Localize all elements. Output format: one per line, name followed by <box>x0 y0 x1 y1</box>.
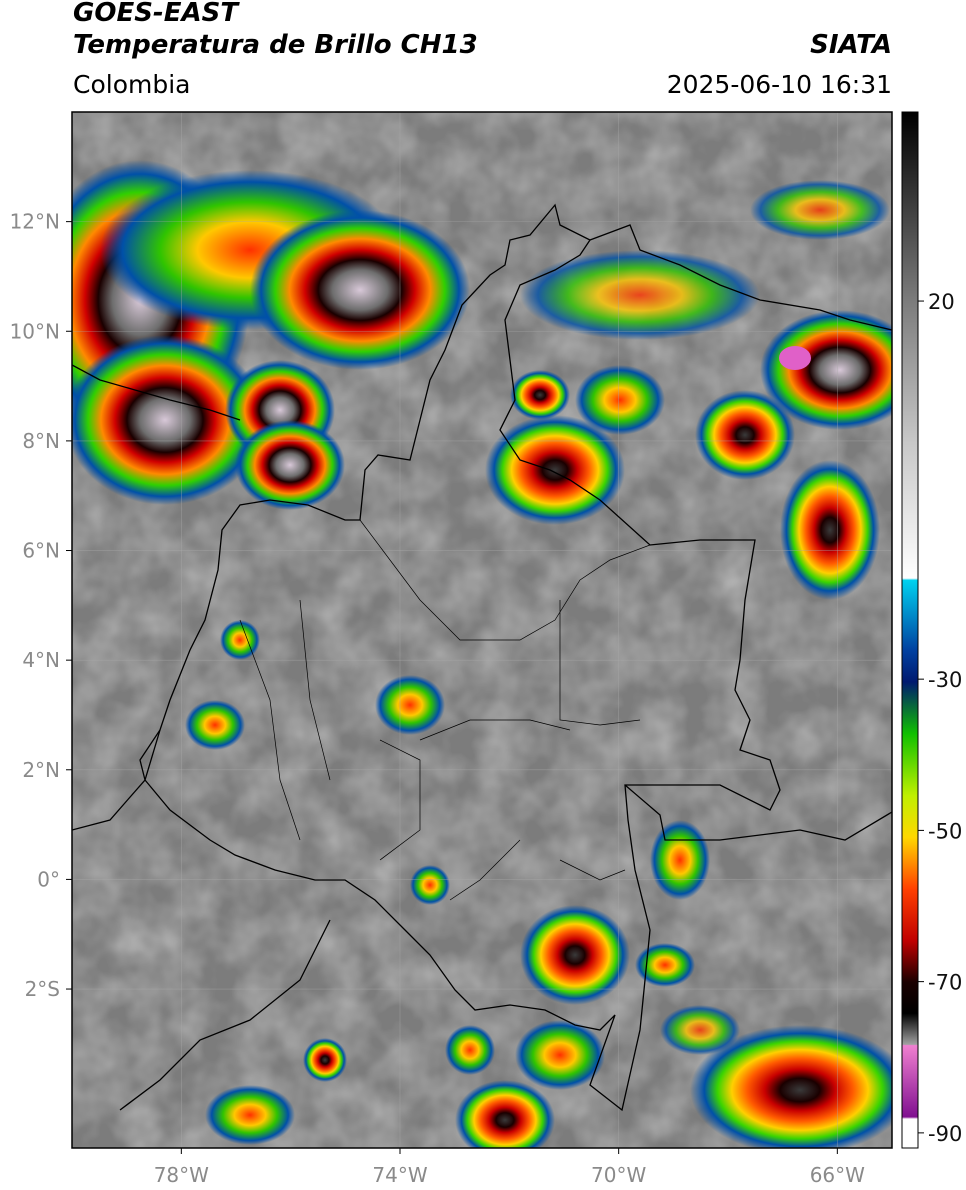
brazil-border <box>624 784 892 841</box>
lat-tick-label: 10°N <box>10 319 60 343</box>
cloud-cell <box>220 620 260 660</box>
ecuador-peru-border <box>119 919 331 1111</box>
lat-tick-label: 8°N <box>22 429 60 453</box>
cloud-cell <box>780 460 880 600</box>
coldest-top <box>779 346 811 370</box>
region-label: Colombia <box>73 70 191 99</box>
imagery-layer <box>72 112 892 1148</box>
cloud-cell <box>750 180 890 240</box>
colorbar-tick-label: -70 <box>928 971 962 995</box>
lon-tick-label: 74°W <box>372 1163 427 1187</box>
lat-tick-label: 12°N <box>10 210 60 234</box>
colorbar-tick-label: 20 <box>928 290 955 314</box>
cloud-cell <box>515 1020 605 1090</box>
datetime-label: 2025-06-10 16:31 <box>666 70 892 99</box>
lon-tick-label: 66°W <box>810 1163 865 1187</box>
lon-tick-label: 78°W <box>154 1163 209 1187</box>
lat-tick-label: 4°N <box>22 648 60 672</box>
internal-divisions <box>239 519 651 901</box>
lat-tick-label: 2°S <box>25 977 60 1001</box>
peru-border <box>72 729 161 831</box>
cloud-cell <box>455 1080 555 1148</box>
cloud-cell <box>303 1038 347 1082</box>
cloud-cell <box>520 250 760 340</box>
cloud-cell <box>445 1025 495 1075</box>
cloud-cell <box>72 335 265 505</box>
lat-tick-label: 6°N <box>22 539 60 563</box>
cloud-cell <box>650 820 710 900</box>
graticule <box>72 112 892 1148</box>
colorbar-ticks: 20 -30 -50 -70 -90 <box>918 290 962 1146</box>
lat-tick-label: 0° <box>37 867 60 891</box>
lat-tick-label: 2°N <box>22 758 60 782</box>
cloud-cell <box>760 310 892 430</box>
cloud-cell <box>485 415 625 525</box>
cloud-cell <box>205 1085 295 1145</box>
cloud-cell <box>510 370 570 420</box>
cloud-cell <box>575 365 665 435</box>
lon-tick-label: 70°W <box>591 1163 646 1187</box>
cloud-cell <box>250 210 470 370</box>
cloud-cell <box>375 675 445 735</box>
colorbar-tick-label: -30 <box>928 668 962 692</box>
venezuela-coast <box>589 224 892 331</box>
panama-border <box>72 364 241 421</box>
cloud-cell <box>520 905 630 1005</box>
cloud-cell <box>410 865 450 905</box>
cloud-cell <box>235 420 345 510</box>
cloud-cell <box>660 1005 740 1055</box>
map-frame <box>71 111 893 1149</box>
colombia-border <box>139 203 781 1112</box>
cloud-cell <box>690 1025 892 1148</box>
colorbar-tick-label: -90 <box>928 1122 962 1146</box>
cloud-cell <box>635 943 695 987</box>
longitude-ticks: 78°W 74°W 70°W 66°W <box>154 1148 865 1187</box>
brand-label: SIATA <box>810 30 892 60</box>
cloud-cell <box>695 390 795 480</box>
latitude-ticks: 12°N 10°N 8°N 6°N 4°N 2°N 0° 2°S <box>10 210 72 1001</box>
satellite-title: GOES-EAST <box>73 0 239 28</box>
country-borders <box>72 203 892 1112</box>
cloud-cell <box>185 700 245 750</box>
colorbar-tick-label: -50 <box>928 819 962 843</box>
product-title: Temperatura de Brillo CH13 <box>73 30 478 60</box>
colorbar <box>901 111 919 1149</box>
